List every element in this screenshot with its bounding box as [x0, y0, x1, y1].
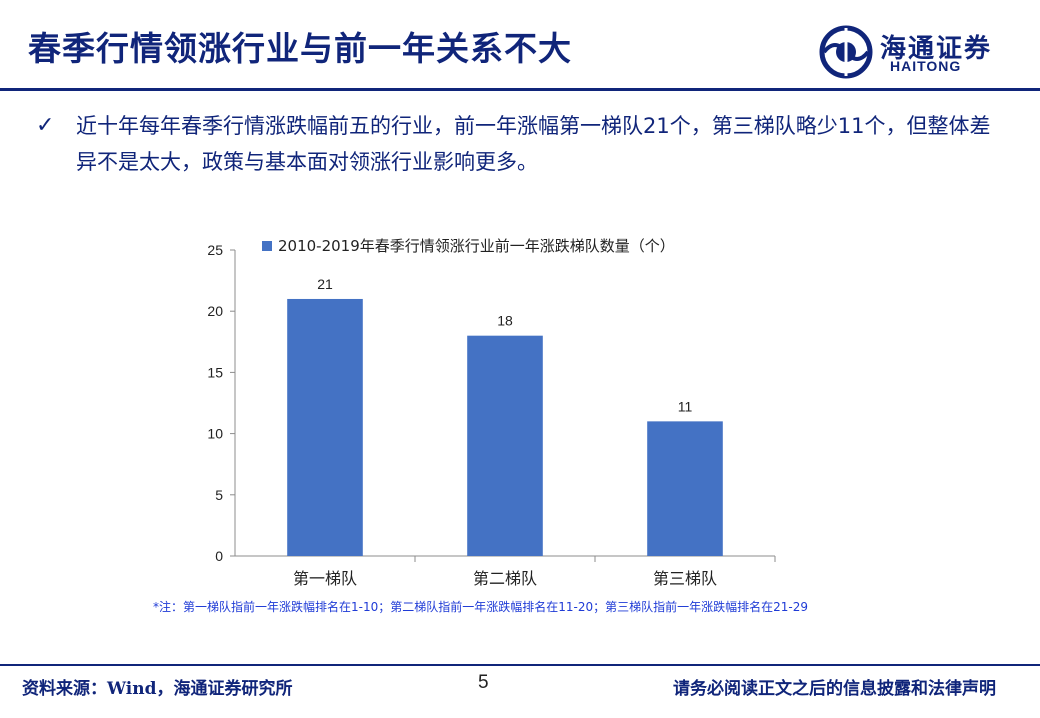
- data-label: 11: [678, 398, 693, 414]
- logo-name-en: HAITONG: [890, 58, 962, 74]
- legend-swatch: [262, 241, 272, 251]
- legend-label: 2010-2019年春季行情领涨行业前一年涨跌梯队数量（个）: [278, 237, 675, 255]
- bullet-text: 近十年每年春季行情涨跌幅前五的行业，前一年涨幅第一梯队21个，第三梯队略少11个…: [76, 114, 991, 174]
- bar: [467, 335, 543, 556]
- disclaimer-link[interactable]: 请务必阅读正文之后的信息披露和法律声明: [673, 679, 996, 699]
- logo-name-cn: 海通证券: [880, 34, 993, 64]
- bar: [287, 298, 363, 556]
- y-tick-label: 25: [207, 242, 223, 258]
- y-tick-label: 5: [215, 487, 223, 503]
- x-tick-label: 第三梯队: [653, 569, 717, 588]
- x-tick-label: 第一梯队: [293, 569, 357, 588]
- page-title: 春季行情领涨行业与前一年关系不大: [28, 29, 572, 68]
- title-divider: [0, 88, 1040, 91]
- haitong-logo-icon: [819, 25, 873, 79]
- bar-chart: 0 5 10 15 20 25 21 第一梯队 18 第二梯队 11 第三梯队 2010-2019年春季…: [207, 237, 776, 588]
- y-tick-label: 15: [207, 364, 223, 380]
- bar: [647, 421, 723, 556]
- data-label: 18: [497, 313, 513, 329]
- y-tick-label: 20: [207, 303, 223, 319]
- page-number: 5: [478, 672, 489, 693]
- data-label: 21: [317, 276, 333, 292]
- check-icon: ✓: [36, 113, 55, 138]
- chart-footnote: *注：第一梯队指前一年涨跌幅排名在1-10；第二梯队指前一年涨跌幅排名在11-2…: [153, 600, 808, 614]
- footer-divider: [0, 664, 1040, 666]
- bullet-point: ✓ 近十年每年春季行情涨跌幅前五的行业，前一年涨幅第一梯队21个，第三梯队略少1…: [36, 108, 996, 180]
- x-tick-label: 第二梯队: [473, 569, 537, 588]
- y-tick-label: 10: [207, 426, 223, 442]
- source-note: 资料来源：Wind，海通证券研究所: [22, 679, 293, 699]
- y-tick-label: 0: [215, 548, 223, 564]
